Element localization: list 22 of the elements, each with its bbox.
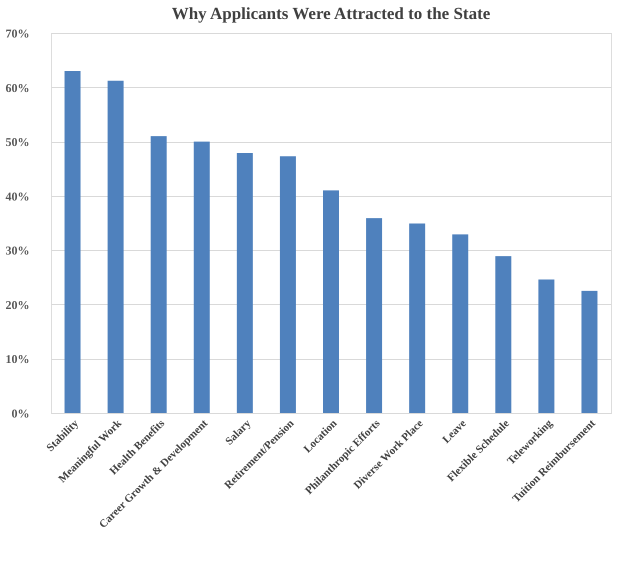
bar — [538, 279, 554, 413]
bar — [409, 224, 426, 413]
bar — [280, 156, 296, 413]
bar — [150, 136, 167, 413]
y-tick-label: 70% — [6, 26, 30, 40]
y-tick-label: 50% — [6, 135, 30, 150]
y-tick-label: 30% — [6, 244, 30, 258]
chart-title: Why Applicants Were Attracted to the State — [172, 4, 491, 23]
bar — [108, 80, 124, 413]
bar — [366, 218, 382, 413]
bar — [64, 71, 81, 413]
y-tick-label: 10% — [6, 352, 30, 366]
bar — [495, 256, 512, 413]
bar — [236, 152, 253, 413]
bar — [323, 190, 339, 413]
y-tick-label: 20% — [6, 298, 30, 312]
bar — [194, 142, 210, 413]
y-tick-label: 60% — [6, 80, 30, 95]
y-tick-label: 40% — [6, 189, 30, 204]
bar — [581, 290, 598, 413]
y-tick-label: 0% — [12, 406, 30, 420]
bar — [452, 234, 468, 413]
